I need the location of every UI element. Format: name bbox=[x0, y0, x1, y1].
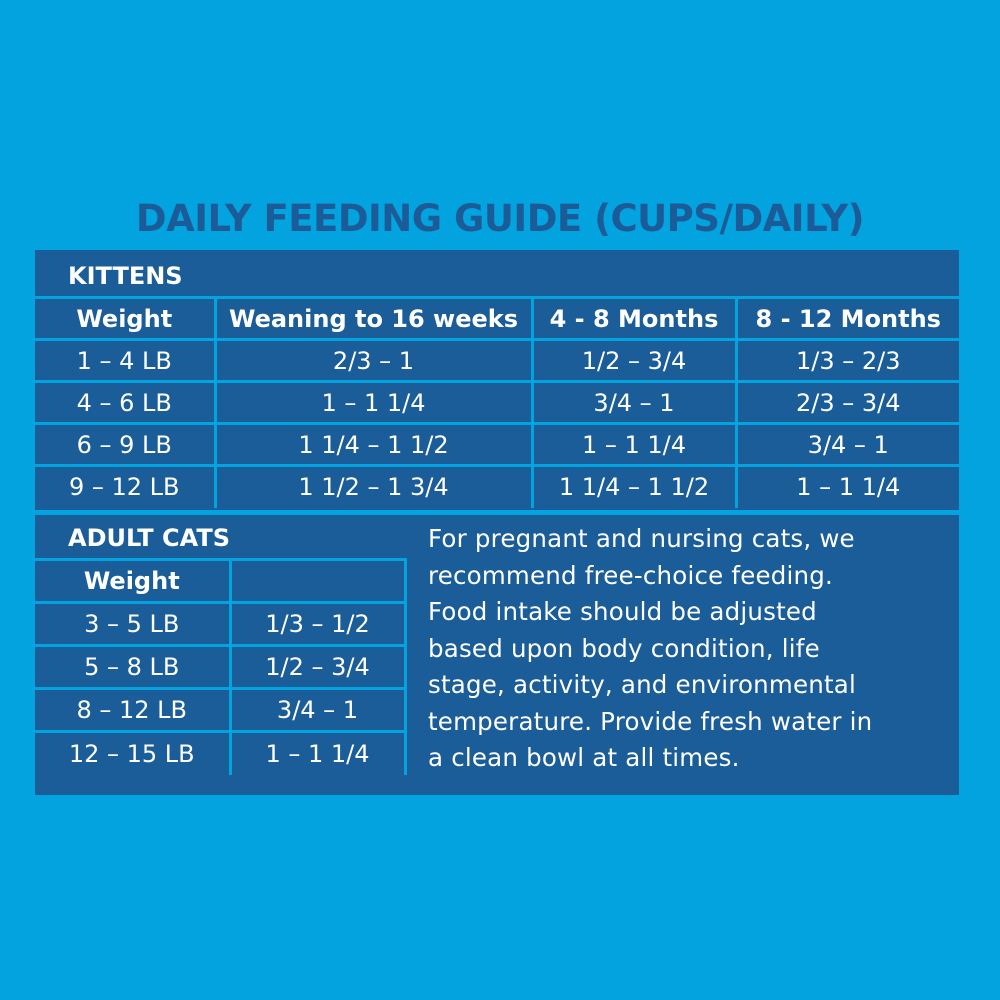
page-title: DAILY FEEDING GUIDE (CUPS/DAILY) bbox=[135, 197, 865, 240]
kittens-section-label: KITTENS bbox=[68, 262, 183, 290]
table-cell: 9 – 12 LB bbox=[35, 464, 217, 508]
table-cell: 8 – 12 LB bbox=[35, 687, 232, 733]
kittens-panel: KITTENS Weight Weaning to 16 weeks 4 - 8… bbox=[35, 250, 959, 510]
table-cell: 1 1/4 – 1 1/2 bbox=[530, 464, 738, 508]
adult-cats-panel: ADULT CATS Weight 3 – 5 LB 1/3 – 1/2 5 –… bbox=[35, 515, 959, 795]
table-row: 1 – 4 LB 2/3 – 1 1/2 – 3/4 1/3 – 2/3 bbox=[35, 338, 959, 383]
table-cell: 3/4 – 1 bbox=[228, 687, 407, 733]
table-cell: 1 – 1 1/4 bbox=[530, 422, 738, 467]
note-line: For pregnant and nursing cats, we bbox=[428, 524, 855, 553]
table-cell: 1/3 – 1/2 bbox=[228, 601, 407, 647]
table-header-row: Weight Weaning to 16 weeks 4 - 8 Months … bbox=[35, 296, 959, 341]
adult-cats-section-label: ADULT CATS bbox=[68, 524, 231, 552]
feeding-note: For pregnant and nursing cats, we recomm… bbox=[428, 521, 938, 777]
table-row: 6 – 9 LB 1 1/4 – 1 1/2 1 – 1 1/4 3/4 – 1 bbox=[35, 422, 959, 467]
column-header-8-12-months: 8 - 12 Months bbox=[734, 296, 959, 341]
table-cell: 6 – 9 LB bbox=[35, 422, 217, 467]
adult-cats-feeding-table: Weight 3 – 5 LB 1/3 – 1/2 5 – 8 LB 1/2 –… bbox=[35, 558, 407, 775]
table-cell: 1 – 1 1/4 bbox=[228, 730, 407, 775]
table-row: 3 – 5 LB 1/3 – 1/2 bbox=[35, 601, 407, 647]
column-header-amount bbox=[228, 558, 407, 604]
note-line: stage, activity, and environmental bbox=[428, 670, 857, 699]
note-line: recommend free-choice feeding. bbox=[428, 560, 834, 590]
table-row: 12 – 15 LB 1 – 1 1/4 bbox=[35, 730, 407, 775]
table-row: 8 – 12 LB 3/4 – 1 bbox=[35, 687, 407, 733]
table-cell: 1 1/2 – 1 3/4 bbox=[213, 464, 534, 508]
table-cell: 1/2 – 3/4 bbox=[228, 644, 407, 690]
column-header-weaning-16-weeks: Weaning to 16 weeks bbox=[213, 296, 534, 341]
column-header-weight: Weight bbox=[35, 558, 232, 604]
table-cell: 3/4 – 1 bbox=[734, 422, 959, 467]
table-cell: 2/3 – 3/4 bbox=[734, 380, 959, 425]
table-cell: 2/3 – 1 bbox=[213, 338, 534, 383]
note-line: temperature. Provide fresh water in bbox=[428, 706, 873, 736]
note-line: based upon body condition, life bbox=[428, 633, 820, 663]
table-cell: 1 – 1 1/4 bbox=[734, 464, 959, 508]
table-cell: 3 – 5 LB bbox=[35, 601, 232, 647]
table-cell: 1 – 4 LB bbox=[35, 338, 217, 383]
table-header-row: Weight bbox=[35, 558, 407, 604]
table-row: 9 – 12 LB 1 1/2 – 1 3/4 1 1/4 – 1 1/2 1 … bbox=[35, 464, 959, 508]
kittens-feeding-table: Weight Weaning to 16 weeks 4 - 8 Months … bbox=[35, 296, 959, 508]
table-cell: 3/4 – 1 bbox=[530, 380, 738, 425]
table-cell: 1/2 – 3/4 bbox=[530, 338, 738, 383]
table-row: 4 – 6 LB 1 – 1 1/4 3/4 – 1 2/3 – 3/4 bbox=[35, 380, 959, 425]
table-cell: 4 – 6 LB bbox=[35, 380, 217, 425]
table-cell: 1/3 – 2/3 bbox=[734, 338, 959, 383]
note-line: a clean bowl at all times. bbox=[428, 743, 740, 772]
table-cell: 12 – 15 LB bbox=[35, 730, 232, 775]
table-row: 5 – 8 LB 1/2 – 3/4 bbox=[35, 644, 407, 690]
note-line: Food intake should be adjusted bbox=[428, 597, 817, 626]
column-header-weight: Weight bbox=[35, 296, 217, 341]
table-cell: 1 1/4 – 1 1/2 bbox=[213, 422, 534, 467]
table-cell: 5 – 8 LB bbox=[35, 644, 232, 690]
table-cell: 1 – 1 1/4 bbox=[213, 380, 534, 425]
column-header-4-8-months: 4 - 8 Months bbox=[530, 296, 738, 341]
